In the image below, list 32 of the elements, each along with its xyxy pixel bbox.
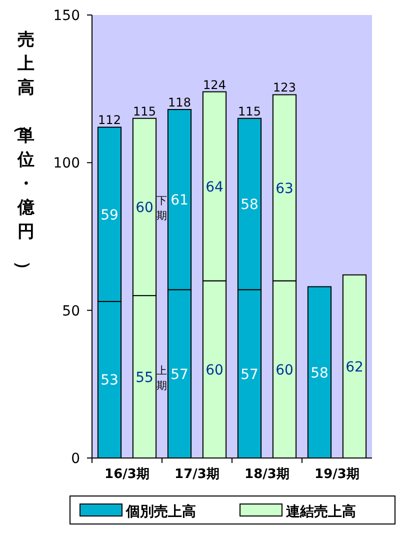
total-label: 123: [273, 80, 296, 95]
y-tick-label: 0: [71, 451, 80, 467]
data-label: 62: [346, 359, 364, 376]
legend-label: 連結売上高: [285, 503, 356, 520]
data-label: 58: [240, 197, 258, 214]
x-tick-label: 18/3期: [244, 467, 290, 482]
y-tick-label: 150: [53, 8, 80, 24]
data-label: 61: [170, 192, 188, 209]
total-label: 112: [98, 113, 121, 128]
legend-label: 個別売上高: [125, 503, 196, 520]
y-tick-label: 50: [62, 303, 80, 320]
data-label: 60: [206, 362, 224, 378]
total-label: 124: [203, 78, 226, 92]
annotation: 上期: [156, 364, 168, 392]
data-label: 59: [100, 207, 118, 224]
data-label: 57: [170, 366, 188, 383]
y-tick-label: 100: [53, 156, 80, 172]
data-label: 63: [276, 180, 294, 197]
x-tick-label: 19/3期: [314, 467, 360, 482]
data-label: 64: [206, 179, 224, 196]
data-label: 53: [100, 372, 118, 389]
annotation: 下期: [156, 194, 168, 222]
data-label: 55: [136, 370, 154, 386]
data-label: 60: [136, 200, 154, 216]
total-label: 115: [133, 104, 156, 118]
x-tick-label: 16/3期: [104, 467, 150, 482]
total-label: 115: [238, 104, 261, 118]
x-tick-label: 17/3期: [174, 467, 220, 482]
data-label: 58: [310, 365, 328, 382]
data-label: 57: [240, 366, 258, 383]
total-label: 118: [168, 96, 191, 110]
data-label: 60: [276, 362, 294, 378]
